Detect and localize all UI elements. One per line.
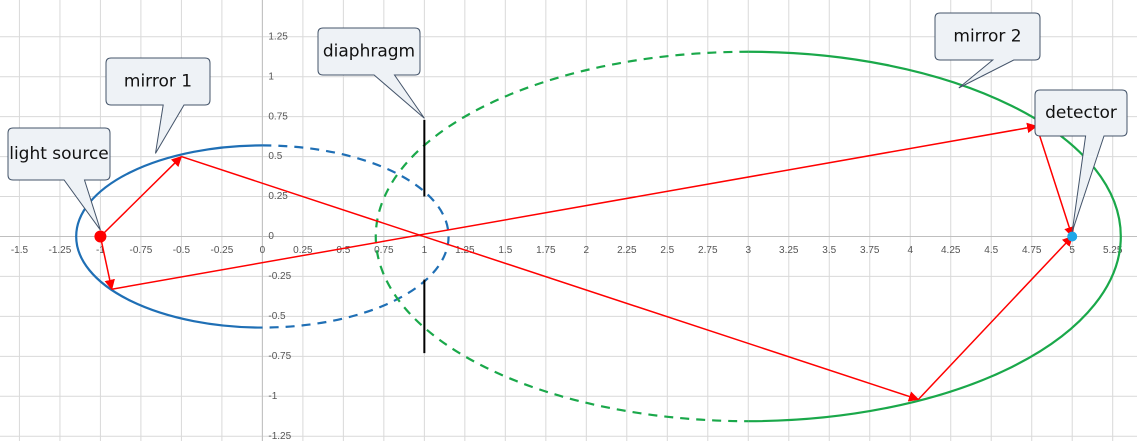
x-tick-label: 1 xyxy=(422,245,428,256)
y-tick-label: -0.75 xyxy=(268,351,291,362)
x-tick-label: -0.75 xyxy=(130,245,153,256)
callout-box xyxy=(317,27,425,119)
ellipse-half xyxy=(748,50,1122,423)
callout-label: detector xyxy=(1045,103,1117,123)
x-tick-label: 5 xyxy=(1069,245,1075,256)
ray xyxy=(1035,125,1075,238)
callout-box xyxy=(934,12,1041,89)
y-tick-label: -0.5 xyxy=(268,311,286,322)
x-tick-label: 3.5 xyxy=(822,245,836,256)
callout-label: light source xyxy=(9,144,109,164)
x-tick-label: 1.75 xyxy=(536,245,556,256)
y-tick-label: -0.25 xyxy=(268,271,291,282)
y-tick-label: -1.25 xyxy=(268,431,291,441)
ray xyxy=(99,155,183,238)
x-tick-label: 2.25 xyxy=(617,245,637,256)
x-tick-label: 4 xyxy=(907,245,913,256)
callout-box xyxy=(7,127,111,231)
ellipse-half xyxy=(375,50,749,423)
y-tick-label: -1 xyxy=(268,391,277,402)
x-tick-label: 4.75 xyxy=(1022,245,1042,256)
ray xyxy=(181,155,920,402)
callout-box xyxy=(105,57,211,154)
y-tick-label: 0.5 xyxy=(268,151,282,162)
x-tick-label: 4.5 xyxy=(984,245,998,256)
point xyxy=(1067,231,1078,242)
callout-label: mirror 2 xyxy=(953,27,1021,47)
ray xyxy=(111,122,1038,290)
x-tick-label: 3 xyxy=(746,245,752,256)
x-tick-label: 2 xyxy=(584,245,590,256)
x-tick-label: 2.5 xyxy=(660,245,674,256)
y-tick-label: 0 xyxy=(268,231,274,242)
x-tick-label: 3.75 xyxy=(860,245,880,256)
x-tick-label: 0.75 xyxy=(374,245,394,256)
ray xyxy=(99,236,115,291)
x-tick-label: 0 xyxy=(260,245,266,256)
x-tick-label: 4.25 xyxy=(941,245,961,256)
ellipse-half xyxy=(262,144,450,329)
point xyxy=(94,230,107,243)
callout-label: diaphragm xyxy=(323,42,415,62)
x-tick-label: 1.5 xyxy=(498,245,512,256)
callout-box xyxy=(1034,89,1128,232)
x-tick-label: -1.5 xyxy=(11,245,29,256)
x-tick-label: 5.25 xyxy=(1103,245,1123,256)
x-tick-label: -1.25 xyxy=(49,245,72,256)
x-tick-label: 3.25 xyxy=(779,245,799,256)
callout-label: mirror 1 xyxy=(124,72,192,92)
y-tick-label: 1.25 xyxy=(268,31,288,42)
y-tick-label: 0.25 xyxy=(268,191,288,202)
x-tick-label: 0.5 xyxy=(336,245,350,256)
x-tick-label: -0.5 xyxy=(173,245,191,256)
y-tick-label: 0.75 xyxy=(268,111,288,122)
x-tick-label: 0.25 xyxy=(293,245,313,256)
y-tick-label: 1 xyxy=(268,71,274,82)
x-tick-label: 2.75 xyxy=(698,245,718,256)
x-tick-label: -1 xyxy=(96,245,105,256)
x-tick-label: -0.25 xyxy=(210,245,233,256)
ray xyxy=(917,235,1073,400)
